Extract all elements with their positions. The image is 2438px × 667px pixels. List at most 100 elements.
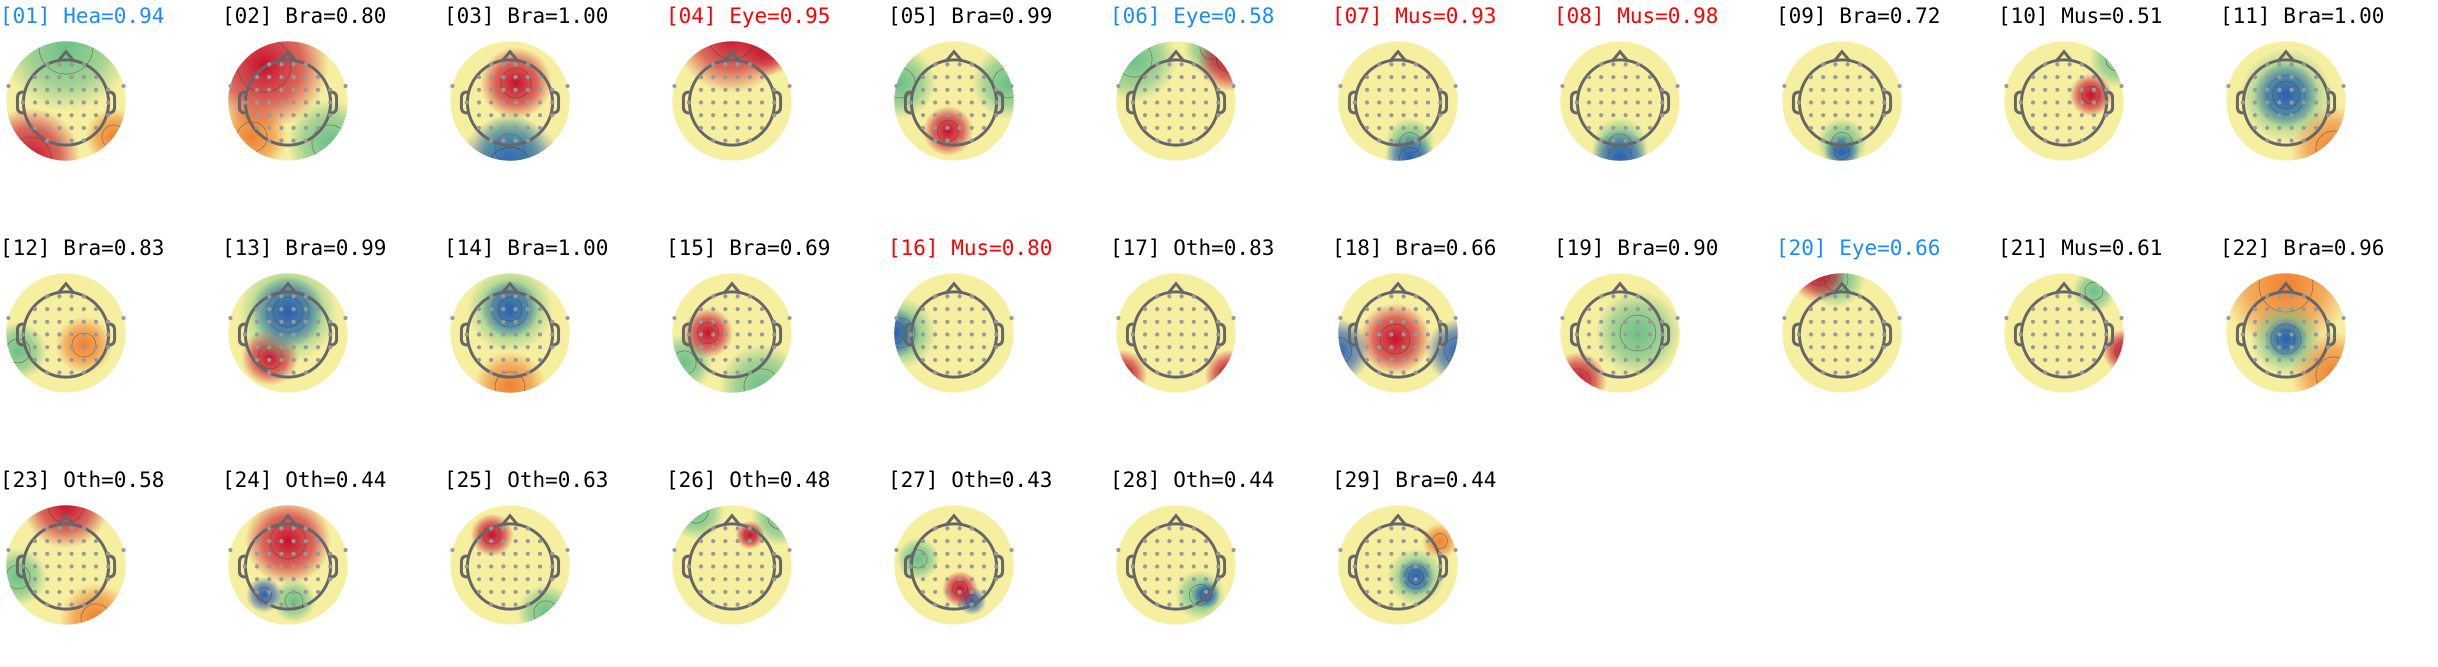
electrode bbox=[1377, 100, 1382, 105]
electrode bbox=[1191, 357, 1196, 362]
electrode bbox=[254, 74, 260, 80]
electrode bbox=[267, 113, 272, 118]
electrode bbox=[1675, 315, 1680, 321]
electrode bbox=[1635, 294, 1640, 299]
electrode bbox=[747, 332, 752, 337]
electrode bbox=[550, 577, 555, 582]
topomap bbox=[2004, 273, 2124, 393]
electrode bbox=[501, 577, 506, 582]
contour-line bbox=[1116, 364, 1133, 386]
electrode bbox=[994, 551, 999, 556]
electrode bbox=[291, 62, 296, 67]
electrode bbox=[81, 357, 86, 362]
electrode bbox=[267, 138, 272, 143]
electrode bbox=[254, 87, 260, 92]
electrode bbox=[2030, 100, 2036, 105]
electrode bbox=[121, 547, 126, 553]
electrode bbox=[303, 138, 308, 143]
electrode bbox=[2277, 74, 2282, 80]
electrode bbox=[1377, 87, 1382, 92]
electrode bbox=[291, 332, 296, 337]
electrode bbox=[2240, 100, 2245, 105]
electrode bbox=[81, 332, 86, 337]
electrode bbox=[994, 564, 999, 569]
electrode bbox=[920, 125, 926, 130]
electrode bbox=[2004, 83, 2009, 89]
electrode bbox=[920, 319, 926, 324]
electrode bbox=[945, 74, 950, 80]
contour-line bbox=[2081, 85, 2101, 105]
electrode bbox=[1352, 100, 1357, 105]
electrode bbox=[1167, 357, 1172, 362]
electrode bbox=[57, 370, 62, 375]
electrode bbox=[1623, 87, 1628, 92]
electrode bbox=[1635, 113, 1640, 118]
electrode bbox=[69, 602, 74, 607]
electrode bbox=[759, 564, 765, 569]
electrode bbox=[933, 589, 938, 594]
electrode bbox=[2091, 125, 2097, 130]
electrode bbox=[267, 577, 272, 582]
electrode bbox=[1833, 357, 1838, 362]
electrode bbox=[513, 113, 518, 118]
electrode bbox=[1179, 526, 1184, 531]
electrode bbox=[303, 526, 308, 531]
electrode bbox=[1179, 589, 1184, 594]
electrode bbox=[93, 332, 99, 337]
electrode bbox=[1635, 306, 1640, 312]
electrode bbox=[81, 138, 86, 143]
electrode bbox=[1808, 306, 1814, 312]
electrode bbox=[1413, 564, 1418, 569]
electrode bbox=[759, 100, 765, 105]
electrode bbox=[45, 551, 50, 556]
electrode bbox=[291, 87, 296, 92]
electrode bbox=[1821, 125, 1826, 130]
electrode bbox=[2252, 113, 2258, 118]
electrode bbox=[2277, 306, 2282, 312]
contour-line bbox=[1338, 337, 1352, 365]
electrode bbox=[1167, 602, 1172, 607]
electrode bbox=[735, 125, 740, 130]
electrode bbox=[1155, 564, 1160, 569]
electrode bbox=[1203, 100, 1209, 105]
electrode bbox=[920, 87, 926, 92]
electrode bbox=[1413, 538, 1418, 544]
electrode bbox=[2313, 125, 2319, 130]
activation-blob bbox=[1116, 41, 1178, 103]
electrode bbox=[315, 125, 321, 130]
electrode bbox=[1142, 306, 1148, 312]
electrode bbox=[957, 125, 962, 130]
electrode bbox=[711, 345, 716, 350]
electrode bbox=[343, 547, 348, 553]
electrode bbox=[1155, 113, 1160, 118]
electrode bbox=[106, 113, 111, 118]
electrode bbox=[1782, 315, 1787, 321]
contour-line bbox=[1219, 364, 1236, 386]
electrode bbox=[279, 345, 284, 350]
electrode bbox=[969, 62, 974, 67]
electrode bbox=[1389, 294, 1394, 299]
electrode bbox=[513, 370, 518, 375]
electrode bbox=[1167, 87, 1172, 92]
electrode bbox=[57, 306, 62, 312]
electrode bbox=[735, 306, 740, 312]
component-label: [29] Bra=0.44 bbox=[1332, 468, 1497, 492]
electrode bbox=[1635, 87, 1640, 92]
electrode bbox=[2313, 100, 2319, 105]
electrode bbox=[1179, 100, 1184, 105]
electrode bbox=[106, 100, 111, 105]
electrode bbox=[81, 62, 86, 67]
electrode bbox=[525, 370, 530, 375]
electrode bbox=[1845, 357, 1850, 362]
electrode bbox=[267, 125, 272, 130]
electrode bbox=[45, 138, 50, 143]
electrode bbox=[328, 332, 333, 337]
electrode bbox=[920, 551, 926, 556]
electrode bbox=[81, 551, 86, 556]
electrode bbox=[1401, 564, 1406, 569]
electrode bbox=[1857, 306, 1862, 312]
electrode bbox=[1401, 62, 1406, 67]
topomap bbox=[2004, 41, 2124, 161]
electrode bbox=[1401, 538, 1406, 544]
electrode bbox=[957, 87, 962, 92]
